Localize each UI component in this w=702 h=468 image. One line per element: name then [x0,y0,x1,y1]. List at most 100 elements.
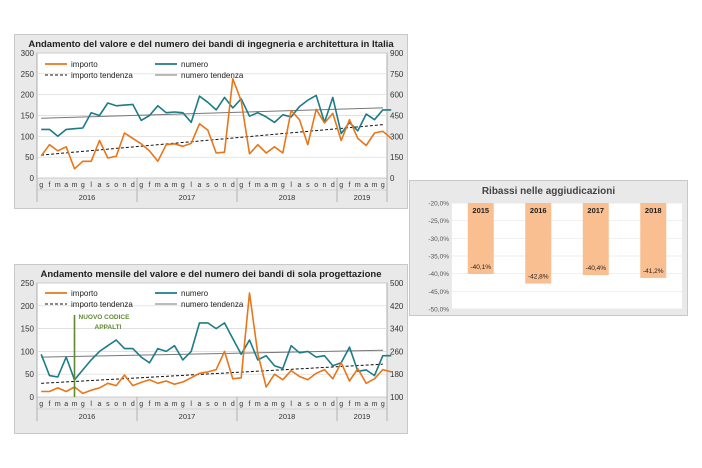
year-label: 2018 [279,193,296,202]
line-chart-ingegneria: 0 50 100 150 200 250 300 0 150 300 450 600 750 900 m l n… [8,49,416,202]
x-tick-label: m [255,182,261,189]
x-tick-label: a [98,401,102,408]
x-tick-label: f [249,182,251,189]
chart-panel-progettazione: Andamento mensile del valore e del numer… [8,264,416,434]
x-tick-label: g [281,401,285,408]
x-tick-label: m [172,401,178,408]
x-tick-label: g [139,401,143,408]
x-tick-label: d [231,182,235,189]
x-tick-label: m [72,401,78,408]
x-tick-label: n [223,182,227,189]
bar-value-label: -42,8% [528,274,549,281]
bar [640,203,667,278]
x-tick-label: m [372,401,378,408]
year-label: 2017 [179,193,196,202]
legend-label: importo [71,289,98,298]
x-tick-label: a [164,401,168,408]
y-tick-label: 0 [30,174,35,183]
bar-value-label: -40,4% [585,265,606,272]
y-tick-label: 50 [25,153,34,162]
x-tick-label: d [231,401,235,408]
x-tick-label: g [181,401,185,408]
y2-tick-label: 340 [390,325,404,334]
x-tick-label: s [106,182,110,189]
plot-area [36,282,388,398]
y2-tick-label: 180 [390,370,404,379]
y2-tick-label: 300 [390,132,404,141]
y-tick-label: 200 [21,302,35,311]
year-label: 2019 [354,193,371,202]
year-label: 2016 [79,193,96,202]
x-tick-label: f [249,401,251,408]
x-tick-label: g [381,182,385,189]
y2-tick-label: 600 [390,91,404,100]
x-tick-label: g [339,182,343,189]
x-tick-label: a [98,182,102,189]
x-tick-label: m [155,182,161,189]
y2-tick-label: 450 [390,112,404,121]
annotation-label: APPALTI [95,324,122,331]
x-tick-label: m [355,401,361,408]
y-tick-label: -25,0% [428,218,449,225]
x-tick-label: m [272,182,278,189]
y2-tick-label: 0 [390,174,395,183]
legend-label: numero [181,289,209,298]
bar-value-label: -40,1% [470,264,491,271]
chart-title: Andamento mensile del valore e del numer… [40,269,382,280]
y-tick-label: -35,0% [428,254,449,261]
y-tick-label: 150 [21,112,35,121]
x-tick-label: l [290,182,292,189]
series-line-numero [40,322,392,381]
y-tick-label: -40,0% [428,271,449,278]
y2-tick-label: 420 [390,302,404,311]
x-tick-label: n [123,401,127,408]
x-tick-label: a [364,401,368,408]
x-tick-label: g [39,401,43,408]
x-tick-label: a [64,401,68,408]
x-tick-label: g [381,401,385,408]
year-label: 2019 [354,412,371,421]
y-tick-label: 100 [21,347,35,356]
x-tick-label: n [123,182,127,189]
y-tick-label: 250 [21,70,35,79]
y-tick-label: 250 [21,279,35,288]
x-tick-label: m [72,182,78,189]
trend-line-numero [41,107,383,119]
category-label: 2018 [645,206,662,215]
y2-tick-label: 150 [390,153,404,162]
x-tick-label: m [172,182,178,189]
chart-panel-ribassi: Ribassi nelle aggiudicazioni -20,0% -25,0… [409,180,688,316]
x-tick-label: s [106,401,110,408]
x-tick-label: l [290,401,292,408]
x-tick-label: l [90,182,92,189]
x-tick-label: g [39,182,43,189]
x-tick-label: o [214,401,218,408]
x-tick-label: f [49,401,51,408]
bar [582,203,609,276]
year-label: 2017 [179,412,196,421]
series-line-importo [40,77,392,170]
x-tick-label: s [206,401,210,408]
x-tick-label: m [55,401,61,408]
category-label: 2017 [587,206,604,215]
x-tick-label: l [190,182,192,189]
x-tick-label: n [323,182,327,189]
y-tick-label: -20,0% [428,201,449,208]
year-label: 2018 [279,412,296,421]
x-tick-label: m [155,401,161,408]
x-tick-label: f [349,401,351,408]
x-tick-label: d [131,401,135,408]
y-tick-label: 100 [21,132,35,141]
bar-chart-ribassi: -20,0% -25,0% -30,0% -35,0% -40,0% -45,0% -50,… [428,201,682,314]
x-tick-label: l [90,401,92,408]
x-tick-label: a [198,401,202,408]
x-tick-label: s [306,401,310,408]
y-tick-label: -50,0% [428,307,449,314]
x-tick-label: o [314,401,318,408]
x-tick-label: f [49,182,51,189]
x-tick-label: a [264,401,268,408]
chart-title: Ribassi nelle aggiudicazioni [481,186,616,197]
legend-label: numero tendenza [181,300,244,309]
x-tick-label: m [272,401,278,408]
x-tick-label: l [190,401,192,408]
